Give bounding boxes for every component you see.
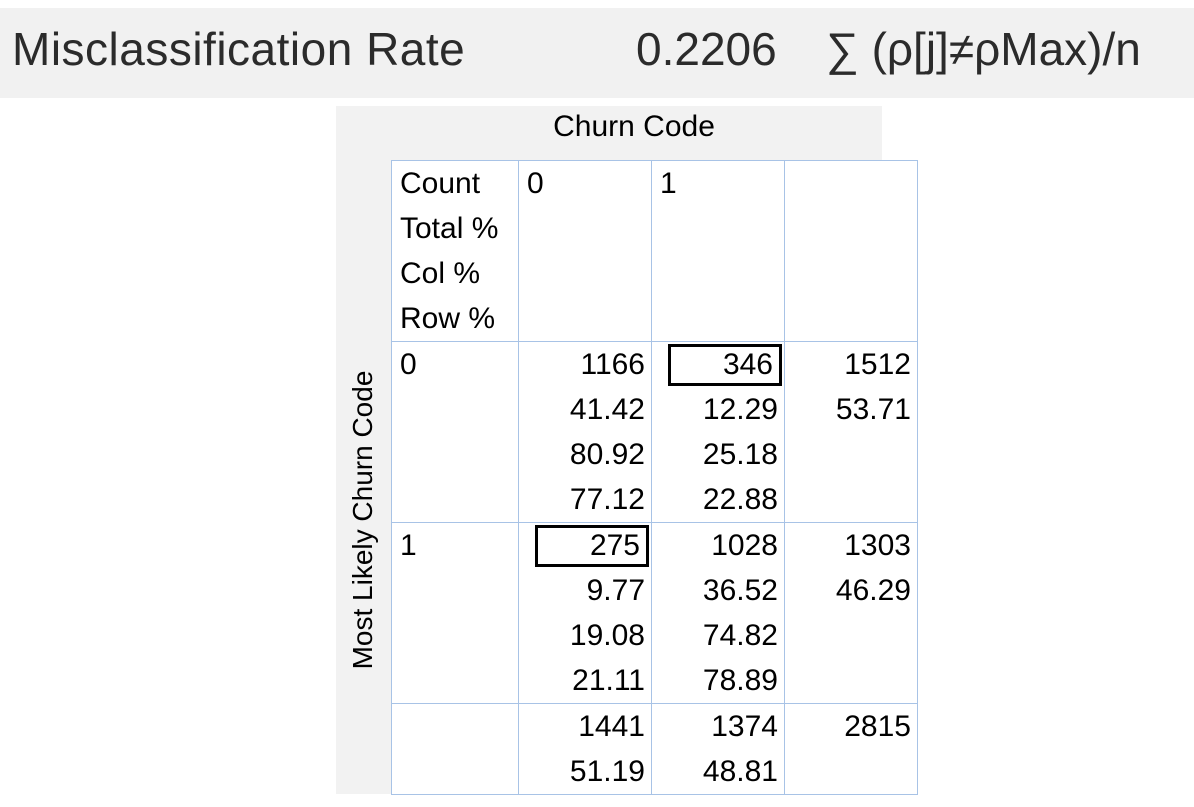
cell-col-pct: 25.18: [702, 438, 778, 471]
col-total-count: 1374: [711, 710, 778, 743]
row-total-pct: 46.29: [835, 574, 911, 607]
cell-col-pct: 74.82: [702, 619, 778, 652]
cell-row-pct: 21.11: [572, 664, 645, 697]
cell-total-pct: 41.42: [569, 393, 645, 426]
grand-total-pct: [785, 749, 911, 794]
cell-count: 1028: [711, 529, 778, 562]
row-total-pct: 53.71: [835, 393, 911, 426]
stat-legend-row-pct: Row %: [400, 302, 496, 335]
grand-total-count: 2815: [844, 710, 911, 743]
stat-legend-total-pct: Total %: [400, 212, 499, 245]
cell-r0-c1: 346 12.29 25.18 22.88: [651, 341, 785, 523]
cell-row-pct: 77.12: [569, 483, 645, 516]
misclassification-rate-formula: ∑ (ρ[j]≠ρMax)/n: [826, 23, 1141, 75]
cell-total-pct: 12.29: [702, 393, 778, 426]
row-variable-title: Most Likely Churn Code: [347, 370, 378, 670]
contingency-table: Count Total % Col % Row % 0 1 0 1166 41.…: [391, 160, 918, 795]
cell-total-pct: 9.77: [586, 574, 645, 607]
col-header-0: 0: [518, 160, 652, 342]
column-variable-title: Churn Code: [553, 110, 715, 143]
table-row: 0 1166 41.42 80.92 77.12 346 12.29 25.18…: [391, 341, 918, 523]
row-total-count: 1303: [844, 529, 911, 562]
cell-r1-c1: 1028 36.52 74.82 78.89: [651, 522, 785, 704]
cell-col-pct: 19.08: [569, 619, 645, 652]
grand-total: 2815: [784, 703, 918, 795]
stat-legend-count: Count: [400, 167, 481, 200]
totals-row-header: [391, 703, 519, 795]
col-total-0: 1441 51.19: [518, 703, 652, 795]
col-header-1: 1: [651, 160, 785, 342]
cell-r0-c0: 1166 41.42 80.92 77.12: [518, 341, 652, 523]
cell-r0-total: 1512 53.71: [784, 341, 918, 523]
cell-r1-total: 1303 46.29: [784, 522, 918, 704]
col-total-count: 1441: [578, 710, 645, 743]
col-header-total: [784, 160, 918, 342]
row-header-0: 0: [391, 341, 519, 523]
cell-col-pct: 80.92: [569, 438, 645, 471]
cell-r1-c0: 275 9.77 19.08 21.11: [518, 522, 652, 704]
misclassification-rate-label: Misclassification Rate: [12, 23, 466, 75]
cell-count: 1166: [580, 348, 645, 381]
stat-legend-cell: Count Total % Col % Row %: [391, 160, 519, 342]
cell-row-pct: 22.88: [702, 483, 778, 516]
cell-count-highlighted: 275: [535, 525, 649, 567]
summary-bar: [0, 8, 1194, 98]
row-total-count: 1512: [844, 348, 911, 381]
col-total-1: 1374 48.81: [651, 703, 785, 795]
stat-legend-col-pct: Col %: [400, 257, 481, 290]
col-total-pct: 48.81: [702, 755, 778, 788]
cell-count-highlighted: 346: [668, 344, 782, 386]
row-header-1: 1: [391, 522, 519, 704]
misclassification-rate-value: 0.2206: [636, 23, 777, 75]
table-totals-row: 1441 51.19 1374 48.81 2815: [391, 703, 918, 795]
col-total-pct: 51.19: [569, 755, 645, 788]
row-variable-title-area: Most Likely Churn Code: [336, 340, 390, 700]
table-header-row: Count Total % Col % Row % 0 1: [391, 160, 918, 342]
cell-total-pct: 36.52: [702, 574, 778, 607]
cell-row-pct: 78.89: [702, 664, 778, 697]
table-row: 1 275 9.77 19.08 21.11 1028 36.52 74.82 …: [391, 522, 918, 704]
